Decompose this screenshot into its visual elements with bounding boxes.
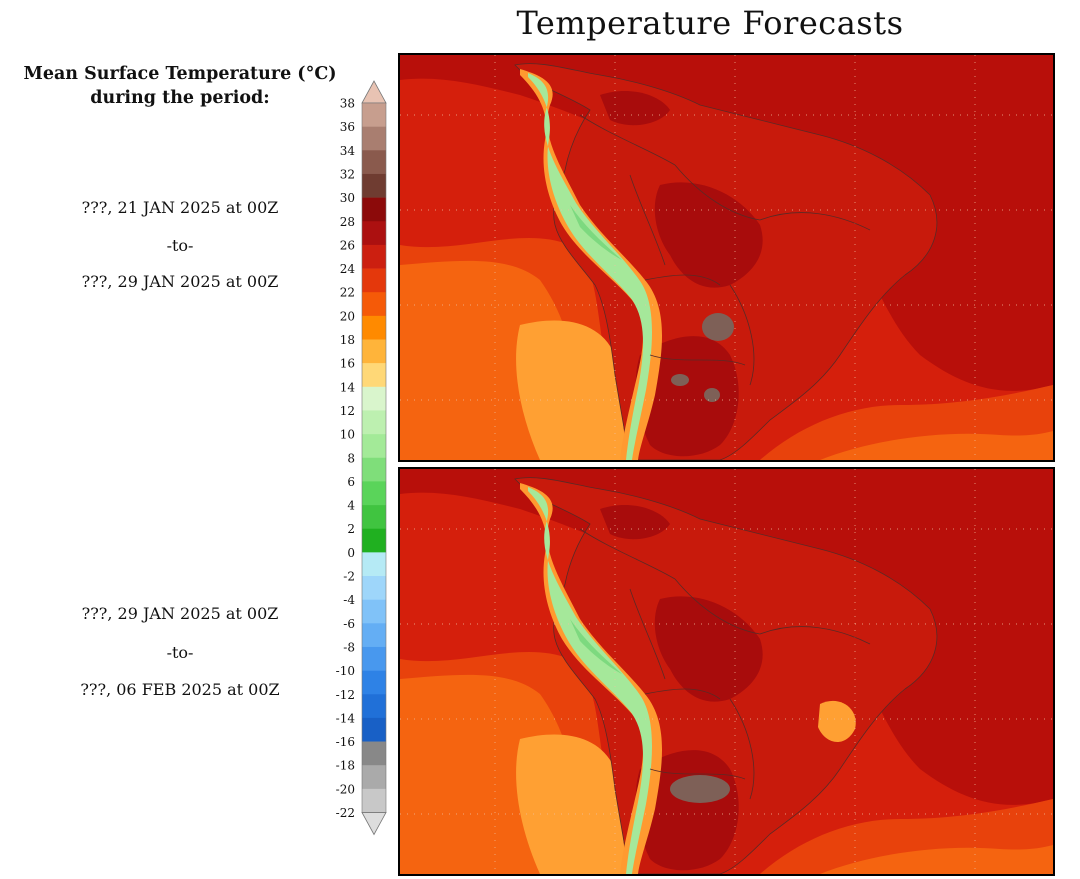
scale-swatch xyxy=(362,528,386,553)
scale-arrow-bottom xyxy=(361,812,387,836)
country-borders xyxy=(579,114,871,386)
scale-swatch xyxy=(362,150,386,175)
land-hot-south xyxy=(635,336,739,457)
scale-tick-label: 36 xyxy=(340,120,355,134)
scale-tick-label: -2 xyxy=(343,570,355,584)
scale-tick-label: 38 xyxy=(340,97,355,111)
map-panel-period1 xyxy=(398,53,1055,462)
scale-swatch xyxy=(362,268,386,293)
period2-from: ???, 29 JAN 2025 at 00Z xyxy=(81,604,279,623)
land-hot-interior xyxy=(654,596,763,702)
extreme-heat-patch xyxy=(702,313,734,341)
atlantic-cool-zone xyxy=(820,845,1053,874)
scale-swatch xyxy=(362,717,386,742)
period1-from: ???, 21 JAN 2025 at 00Z xyxy=(81,198,279,217)
land-hot-north xyxy=(600,504,670,540)
land-hot-north xyxy=(600,90,670,126)
scale-tick-label: -18 xyxy=(336,759,355,773)
scale-swatch xyxy=(362,126,386,151)
scale-tick-label: 12 xyxy=(340,404,355,418)
ocean-hot-zone xyxy=(400,469,1053,805)
period2-sep: -to- xyxy=(166,643,194,662)
ocean-hot-zone xyxy=(400,55,1053,391)
scale-swatch xyxy=(362,292,386,317)
land-hot-interior xyxy=(654,182,763,288)
scale-tick-label: 34 xyxy=(340,144,356,158)
scale-swatch xyxy=(362,221,386,246)
scale-tick-label: 10 xyxy=(340,428,355,442)
scale-tick-label: -10 xyxy=(336,664,355,678)
legend-title: Mean Surface Temperature (°C) during the… xyxy=(10,62,350,110)
atlantic-cool-zone xyxy=(820,431,1053,460)
scale-swatch xyxy=(362,457,386,482)
color-scale-bar: 38363432302826242220181614121086420-2-4-… xyxy=(336,80,387,836)
scale-tick-label: -16 xyxy=(336,735,355,749)
scale-swatch xyxy=(362,576,386,600)
scale-swatch xyxy=(362,244,386,269)
scale-swatch xyxy=(362,386,386,411)
scale-swatch xyxy=(362,646,386,671)
temperature-map-period2 xyxy=(400,469,1053,874)
scale-tick-label: 30 xyxy=(340,191,355,205)
land-cool-highland xyxy=(818,700,856,742)
legend-title-line2: during the period: xyxy=(90,88,270,108)
figure-title: Temperature Forecasts xyxy=(516,4,904,42)
period2-to: ???, 06 FEB 2025 at 00Z xyxy=(80,680,280,699)
extreme-heat-patch xyxy=(671,374,689,386)
scale-tick-label: 32 xyxy=(340,167,355,181)
scale-tick-label: 2 xyxy=(347,522,355,536)
scale-tick-label: -8 xyxy=(343,640,355,654)
scale-tick-label: 28 xyxy=(340,215,355,229)
scale-tick-label: 22 xyxy=(340,286,355,300)
extreme-heat-patch xyxy=(670,775,730,803)
scale-tick-label: 0 xyxy=(347,546,355,560)
scale-tick-label: -22 xyxy=(336,806,355,820)
scale-swatch xyxy=(362,505,386,529)
scale-tick-label: 26 xyxy=(340,238,355,252)
scale-tick-label: -20 xyxy=(336,782,355,796)
scale-swatch xyxy=(362,197,386,222)
country-borders xyxy=(579,528,871,800)
period1-to: ???, 29 JAN 2025 at 00Z xyxy=(81,272,279,291)
scale-frame xyxy=(361,102,387,813)
extreme-heat-patch xyxy=(704,388,720,402)
scale-swatch xyxy=(362,410,386,435)
scale-tick-label: 4 xyxy=(347,499,355,513)
scale-swatch xyxy=(362,694,386,719)
scale-swatch xyxy=(362,670,386,695)
scale-tick-label: 16 xyxy=(340,357,355,371)
scale-swatch xyxy=(362,363,386,388)
scale-tick-label: 24 xyxy=(340,262,356,276)
scale-swatch xyxy=(362,339,386,364)
scale-tick-label: 8 xyxy=(347,451,355,465)
scale-swatch xyxy=(362,481,386,506)
scale-swatch xyxy=(362,552,386,577)
scale-swatch xyxy=(362,315,386,340)
scale-swatch xyxy=(362,623,386,648)
scale-swatch xyxy=(362,765,386,790)
scale-tick-label: -12 xyxy=(336,688,355,702)
scale-tick-label: 6 xyxy=(347,475,355,489)
legend-title-line1: Mean Surface Temperature (°C) xyxy=(23,64,337,84)
andes-cool-band xyxy=(528,73,652,460)
andes-cool-band xyxy=(528,487,652,874)
scale-arrow-top xyxy=(361,80,387,104)
scale-swatch xyxy=(362,103,386,127)
scale-swatch xyxy=(362,173,386,198)
scale-tick-label: 20 xyxy=(340,309,355,323)
scale-swatch xyxy=(362,788,386,813)
scale-swatch xyxy=(362,741,386,766)
scale-tick-label: -6 xyxy=(343,617,355,631)
scale-tick-label: -14 xyxy=(336,711,356,725)
temperature-map-period1 xyxy=(400,55,1053,460)
scale-tick-label: -4 xyxy=(343,593,355,607)
ocean-cold-zone xyxy=(516,734,630,874)
scale-swatch xyxy=(362,599,386,624)
scale-tick-label: 14 xyxy=(340,380,356,394)
ocean-cold-zone xyxy=(516,320,630,460)
scale-tick-label: 18 xyxy=(340,333,355,347)
map-panel-period2 xyxy=(398,467,1055,876)
scale-swatch xyxy=(362,434,386,459)
period1-sep: -to- xyxy=(166,236,194,255)
